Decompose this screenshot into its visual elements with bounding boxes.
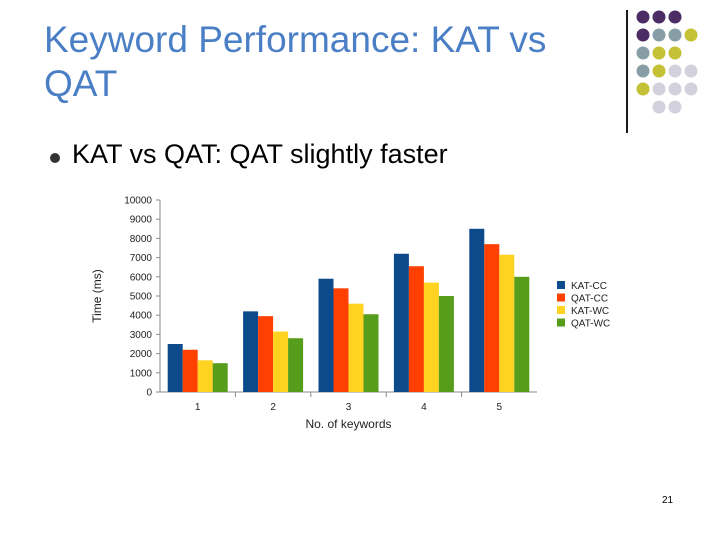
decorative-dot — [652, 28, 666, 42]
decorative-dot — [652, 46, 666, 60]
y-tick-label: 2000 — [130, 349, 153, 360]
y-tick-label: 5000 — [130, 292, 153, 303]
bar-kat-cc-3 — [318, 278, 334, 392]
bullet-text: KAT vs QAT: QAT slightly faster — [72, 139, 448, 169]
legend-label-kat-wc: KAT-WC — [571, 306, 609, 317]
legend-label-qat-cc: QAT-CC — [571, 294, 608, 305]
y-tick-label: 8000 — [130, 234, 153, 245]
decorative-dot-grid — [636, 10, 698, 114]
decorative-dot — [636, 64, 650, 78]
legend-swatch-qat-cc — [557, 293, 565, 302]
bar-kat-wc-3 — [348, 303, 364, 392]
bar-kat-wc-2 — [273, 331, 289, 392]
y-tick-label: 7000 — [130, 253, 153, 264]
decorative-dot — [668, 64, 682, 78]
legend-swatch-kat-wc — [557, 306, 565, 314]
decorative-dot — [684, 64, 698, 78]
decorative-dot — [684, 28, 698, 42]
keyword-performance-chart: 0 1000 2000 3000 4000 5000 6000 7000 8000 9000 100… — [90, 196, 610, 432]
x-tick-label: 2 — [270, 402, 276, 413]
decorative-dot — [684, 82, 698, 96]
bar-qat-cc-3 — [333, 288, 349, 392]
decorative-dot — [668, 46, 682, 60]
page-number: 21 — [662, 495, 674, 506]
y-tick-label: 9000 — [130, 215, 153, 226]
bar-qat-cc-4 — [408, 266, 424, 392]
decorative-dot — [636, 28, 650, 42]
legend-swatch-qat-wc — [557, 318, 565, 327]
bar-qat-wc-5 — [514, 276, 530, 392]
y-tick-label: 6000 — [130, 272, 153, 283]
decorative-dot — [668, 28, 682, 42]
decorative-dot — [668, 82, 682, 96]
decorative-dot — [636, 46, 650, 60]
decorative-dot — [652, 64, 666, 78]
bar-qat-wc-1 — [212, 363, 228, 392]
bullet-point-icon — [50, 153, 60, 163]
decorative-dot — [636, 10, 650, 24]
legend-swatch-kat-cc — [557, 281, 565, 289]
y-tick-label: 0 — [146, 388, 152, 399]
bar-kat-wc-5 — [499, 254, 515, 392]
bar-kat-cc-5 — [469, 228, 485, 392]
y-axis-label: Time (ms) — [90, 269, 104, 323]
bar-qat-cc-2 — [258, 316, 274, 392]
x-tick-label: 4 — [421, 402, 427, 413]
x-tick-label: 3 — [346, 402, 352, 413]
decorative-dot — [668, 100, 682, 114]
x-axis: 1 2 3 4 5 No. of keywords — [160, 391, 537, 431]
legend-label-qat-wc: QAT-WC — [571, 319, 610, 330]
decorative-dot — [636, 82, 650, 96]
bar-qat-wc-3 — [363, 314, 379, 392]
x-tick-label: 1 — [195, 402, 201, 413]
decorative-dot — [652, 100, 666, 114]
decorative-dot — [652, 10, 666, 24]
y-axis: 0 1000 2000 3000 4000 5000 6000 7000 8000 9000 100… — [90, 196, 161, 399]
slide-title: Keyword Performance: KAT vs QAT — [44, 19, 547, 104]
legend-label-kat-cc: KAT-CC — [571, 281, 607, 292]
bar-qat-cc-1 — [182, 349, 198, 392]
y-tick-label: 10000 — [124, 196, 152, 207]
bar-qat-cc-5 — [484, 244, 500, 392]
bar-kat-cc-2 — [243, 311, 259, 392]
bar-qat-wc-2 — [288, 338, 304, 392]
title-divider — [626, 10, 628, 133]
x-axis-label: No. of keywords — [305, 417, 391, 431]
y-tick-label: 4000 — [130, 311, 153, 322]
bar-kat-wc-1 — [197, 360, 213, 392]
decorative-dot — [668, 10, 682, 24]
bar-kat-cc-1 — [167, 344, 183, 392]
bar-series — [167, 228, 530, 392]
y-tick-label: 1000 — [130, 368, 153, 379]
bar-kat-wc-4 — [423, 282, 439, 392]
bar-kat-cc-4 — [393, 253, 409, 392]
decorative-dot — [652, 82, 666, 96]
bar-qat-wc-4 — [438, 296, 454, 392]
y-tick-label: 3000 — [130, 330, 153, 341]
x-tick-label: 5 — [497, 402, 503, 413]
